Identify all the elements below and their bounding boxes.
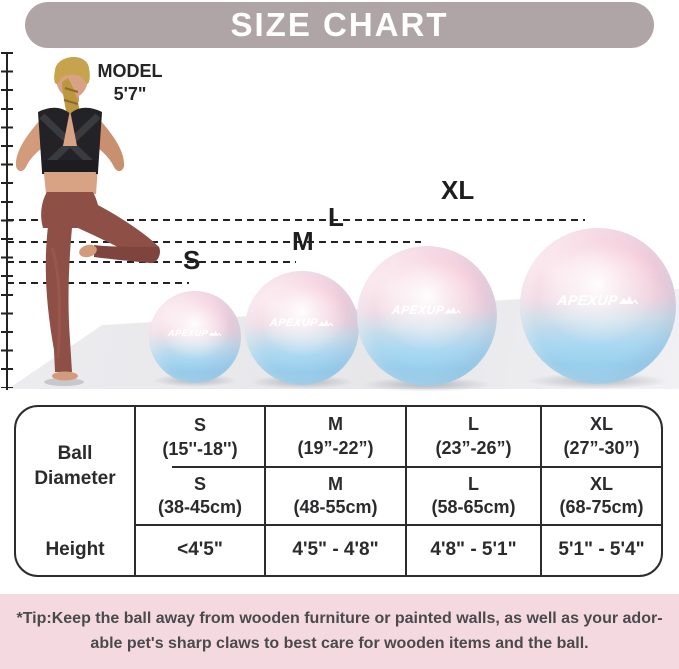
table-cell-m-height: 4'5" - 4'8" <box>264 526 405 575</box>
cell-range: (68-75cm) <box>559 497 644 517</box>
tip-line2: able pet's sharp claws to best care for … <box>90 634 589 652</box>
table-cell-s-height: <4'5" <box>134 526 264 575</box>
table-cell-l-inch: L (23”-26”) <box>405 407 540 468</box>
brand-logo: APEXUP <box>556 292 639 308</box>
brand-logo: APEXUP <box>167 328 222 338</box>
table-cell-m-inch: M (19”-22”) <box>264 407 405 468</box>
brand-text: APEXUP <box>167 328 209 339</box>
brand-text: APEXUP <box>268 317 319 330</box>
ball-size-s: APEXUP <box>149 291 241 383</box>
cell-range: (19”-22”) <box>297 437 374 458</box>
cell-range: (27”-30”) <box>563 437 640 458</box>
header-banner: SIZE CHART <box>25 2 654 48</box>
cell-range: (23”-26”) <box>435 437 512 458</box>
brand-logo: APEXUP <box>391 303 463 317</box>
table-header-ball-diameter: Ball Diameter <box>34 442 116 489</box>
ball-size-xl: APEXUP <box>520 228 676 384</box>
cell-size: L <box>468 473 479 494</box>
label-size-m: M <box>292 226 314 256</box>
height-line-s <box>7 282 189 284</box>
table-cell-l-height: 4'8" - 5'1" <box>405 526 540 575</box>
model-label-line2: 5'7" <box>113 83 147 104</box>
brand-logo: APEXUP <box>269 317 335 329</box>
brand-text: APEXUP <box>390 303 446 318</box>
yoga-model-illustration <box>15 56 160 386</box>
label-size-l: L <box>328 202 344 232</box>
height-line-l <box>7 241 421 243</box>
ball-size-m: APEXUP <box>245 271 359 385</box>
cell-size: S <box>193 415 206 436</box>
table-cell-xl-height: 5'1" - 5'4" <box>540 526 661 575</box>
cell-range: (48-55cm) <box>293 497 378 517</box>
mountain-peaks-icon <box>618 295 638 305</box>
model-label-line1: MODEL <box>97 61 163 81</box>
mountain-peaks-icon <box>444 307 462 315</box>
size-table: Ball Diameter S (15''-18'') M (19”-22”) … <box>14 405 663 577</box>
cell-size: M <box>328 414 343 435</box>
ball-size-l: APEXUP <box>357 246 497 386</box>
cell-size: XL <box>589 414 613 435</box>
label-size-xl: XL <box>441 175 475 205</box>
height-ruler <box>6 52 8 390</box>
page-title: SIZE CHART <box>230 6 449 43</box>
label-size-s: S <box>183 245 201 275</box>
cell-size: M <box>328 473 343 494</box>
table-cell-xl-cm: XL (68-75cm) <box>540 468 661 526</box>
height-line-xl <box>7 219 585 221</box>
mountain-peaks-icon <box>318 320 334 327</box>
table-cell-xl-inch: XL (27”-30”) <box>540 407 661 468</box>
cell-size: L <box>468 414 479 435</box>
cell-range: (15''-18'') <box>162 438 238 459</box>
table-cell-m-cm: M (48-55cm) <box>264 468 405 526</box>
mountain-peaks-icon <box>208 330 222 337</box>
cell-range: (38-45cm) <box>157 497 243 517</box>
table-cell-s-inch: S (15''-18'') <box>134 407 264 468</box>
cell-size: XL <box>589 473 613 494</box>
cell-range: (58-65cm) <box>431 497 516 517</box>
model-height-label: MODEL 5'7" <box>90 60 170 105</box>
table-cell-s-cm: S (38-45cm) <box>134 468 264 526</box>
cell-size: S <box>193 473 206 494</box>
tip-line1: *Tip:Keep the ball away from wooden furn… <box>16 609 663 627</box>
table-header-height: Height <box>45 539 105 561</box>
table-cell-l-cm: L (58-65cm) <box>405 468 540 526</box>
tip-footer: *Tip:Keep the ball away from wooden furn… <box>0 594 679 669</box>
brand-text: APEXUP <box>556 291 620 308</box>
